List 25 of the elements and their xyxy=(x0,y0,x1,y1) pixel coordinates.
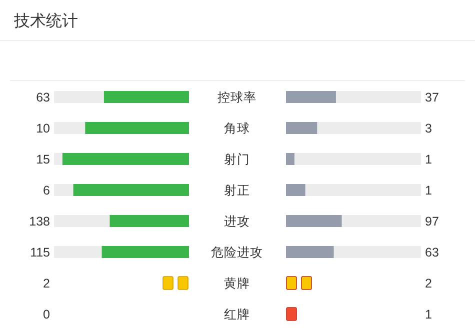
category-label: 控球率 xyxy=(218,90,256,104)
category-label: 红牌 xyxy=(224,308,250,322)
category-label: 黄牌 xyxy=(224,276,250,290)
category-label: 射正 xyxy=(224,184,250,198)
data-label: 115 xyxy=(30,246,50,260)
data-label: 63 xyxy=(425,246,439,260)
data-label: 0 xyxy=(43,308,50,322)
category-label: 危险进攻 xyxy=(211,246,263,260)
text: 技术统计 xyxy=(13,12,78,30)
data-label: 97 xyxy=(425,214,439,228)
category-label: 进攻 xyxy=(224,214,250,228)
data-label: 15 xyxy=(36,152,50,166)
data-label: 1 xyxy=(425,152,432,166)
data-label: 37 xyxy=(425,90,439,104)
category-label: 射门 xyxy=(224,152,250,166)
data-label: 1 xyxy=(425,184,432,198)
data-label: 2 xyxy=(43,276,50,290)
data-label: 138 xyxy=(29,214,50,228)
data-label: 63 xyxy=(36,90,50,104)
data-label: 6 xyxy=(43,184,50,198)
data-label: 10 xyxy=(36,122,50,136)
data-label: 1 xyxy=(425,308,432,322)
data-label: 2 xyxy=(425,276,432,290)
category-label: 角球 xyxy=(224,122,250,136)
data-label: 3 xyxy=(425,122,432,136)
